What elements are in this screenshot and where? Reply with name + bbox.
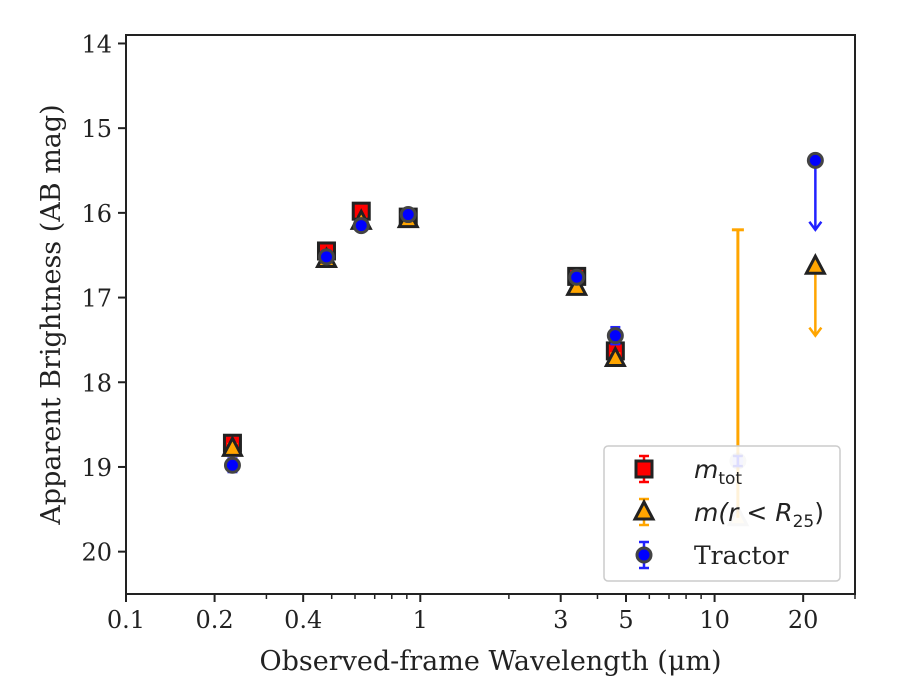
- legend-marker: [635, 546, 653, 564]
- data-point: [568, 268, 586, 286]
- series-square: [222, 201, 625, 453]
- data-point: [606, 327, 624, 345]
- upper-limit-arrow: [808, 326, 823, 338]
- legend-label: m(r < R25): [694, 498, 824, 532]
- y-tick-label: 15: [81, 115, 112, 143]
- legend-label: mtot: [694, 455, 742, 489]
- legend-box: [603, 445, 841, 582]
- data-point: [803, 253, 827, 275]
- plot-area: [220, 151, 827, 527]
- upper-limit-arrow: [808, 221, 823, 232]
- y-tick-label: 16: [81, 200, 112, 228]
- y-tick-label: 14: [81, 30, 112, 58]
- data-point: [220, 435, 244, 457]
- data-point: [317, 248, 335, 266]
- x-tick-label: 0.1: [107, 606, 145, 634]
- y-tick-label: 19: [81, 454, 112, 482]
- x-axis-label: Observed-frame Wavelength (μm): [259, 646, 721, 677]
- x-tick-label: 3: [553, 606, 568, 634]
- legend-label-subscript: tot: [718, 469, 742, 489]
- legend-label: Tractor: [694, 541, 789, 570]
- y-tick-label: 17: [81, 285, 112, 313]
- axis-ticks: 0.1 0.2 0.4 1 3 5 10 20 14 15 16 17 18 19 20: [81, 30, 856, 634]
- legend-label-main: m: [694, 455, 718, 484]
- plot-frame: [125, 34, 856, 595]
- legend: mtot m(r < R25) Tractor: [603, 445, 841, 582]
- legend-label-subscript: 25: [793, 512, 815, 532]
- x-tick-label: 10: [699, 606, 730, 634]
- x-tick-label: 0.4: [284, 606, 322, 634]
- x-tick-label: 5: [618, 606, 633, 634]
- data-point: [352, 217, 370, 235]
- legend-label-main: m(r < R: [694, 498, 793, 527]
- series-circle: [223, 151, 824, 474]
- y-axis-label: Apparent Brightness (AB mag): [36, 104, 67, 525]
- data-point: [399, 206, 417, 224]
- data-point: [806, 151, 824, 169]
- legend-marker: [632, 498, 656, 521]
- y-tick-label: 18: [81, 369, 112, 397]
- legend-marker: [634, 459, 654, 479]
- x-tick-label: 20: [788, 606, 819, 634]
- data-point: [565, 274, 589, 296]
- x-tick-label: 1: [413, 606, 428, 634]
- data-point: [603, 345, 627, 368]
- legend-label-close: ): [814, 498, 824, 527]
- y-tick-label: 20: [81, 539, 112, 567]
- data-point: [223, 456, 241, 474]
- x-tick-label: 0.2: [196, 606, 234, 634]
